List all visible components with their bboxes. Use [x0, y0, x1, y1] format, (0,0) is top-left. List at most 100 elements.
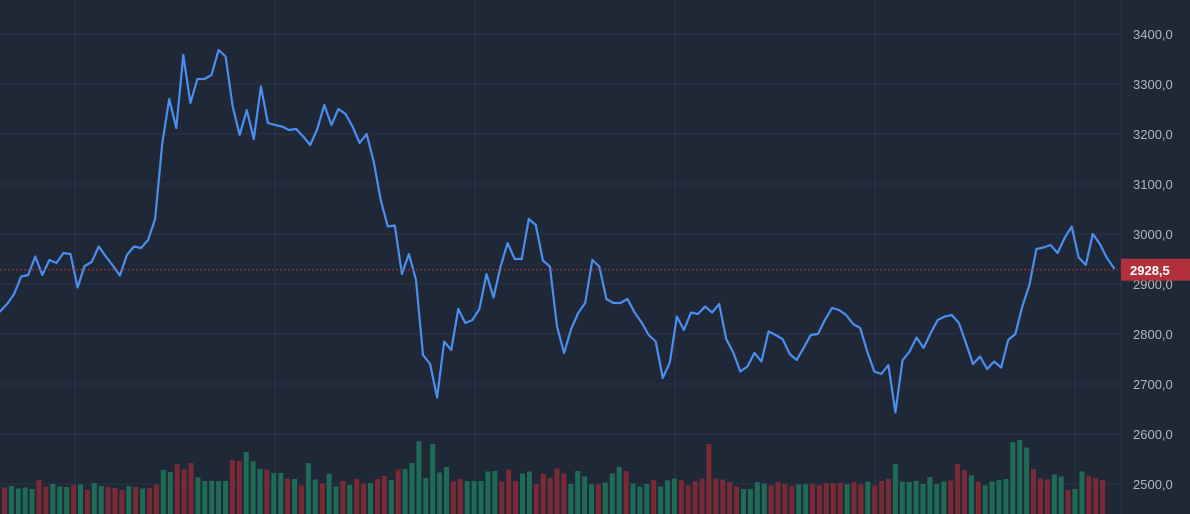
volume-bar — [810, 484, 815, 514]
volume-bar — [879, 481, 885, 514]
volume-bar — [471, 481, 477, 514]
volume-bar — [533, 484, 539, 514]
volume-bar — [64, 487, 70, 514]
volume-bar — [506, 469, 512, 514]
volume-bar — [761, 483, 767, 514]
volume-bar — [1010, 442, 1016, 514]
volume-bar — [595, 484, 601, 514]
volume-bar — [526, 471, 532, 514]
volume-bar — [823, 483, 829, 514]
volume-bar — [754, 482, 760, 514]
volume-bar — [962, 470, 967, 514]
last-price-badge-background — [1121, 258, 1190, 281]
volume-bar — [1086, 476, 1092, 514]
volume-bar — [955, 464, 961, 514]
volume-bar — [865, 481, 871, 514]
volume-bar — [899, 481, 905, 514]
y-tick-label: 3000,0 — [1133, 227, 1173, 242]
volume-bar — [775, 482, 781, 514]
volume-bar — [996, 480, 1002, 514]
volume-bar — [195, 477, 201, 514]
volume-bar — [326, 474, 332, 514]
volume-bar — [1072, 489, 1078, 514]
volume-bar — [181, 469, 187, 514]
volume-bar — [644, 484, 650, 514]
volume-bar — [1051, 474, 1057, 514]
volume-bar — [920, 484, 926, 514]
volume-bar — [513, 481, 519, 514]
volume-bar — [312, 479, 318, 514]
price-line[interactable] — [0, 48, 1116, 414]
volume-bar — [630, 483, 636, 514]
volume-bar — [388, 480, 394, 514]
volume-bar — [982, 485, 988, 514]
y-tick-label: 2800,0 — [1133, 327, 1173, 342]
volume-bar — [913, 481, 919, 514]
volume-bar — [782, 484, 788, 514]
volume-bar — [105, 487, 111, 514]
volume-bar — [692, 481, 698, 514]
volume-bar — [209, 481, 215, 514]
volume-bar — [837, 483, 843, 514]
volume-bar — [278, 473, 284, 514]
volume-bar — [381, 476, 387, 514]
volume-bar — [803, 484, 809, 514]
volume-bar — [671, 478, 677, 514]
volume-bar — [160, 470, 166, 514]
volume-bar — [665, 480, 670, 514]
volume-bar — [368, 483, 373, 514]
volume-bar — [444, 467, 449, 514]
volume-bar — [250, 461, 256, 514]
volume-bar — [485, 471, 491, 514]
volume-bar — [658, 486, 664, 514]
volume-bar — [409, 463, 415, 514]
volume-bar — [57, 486, 63, 514]
volume-bar — [968, 475, 974, 514]
volume-bar — [29, 489, 35, 514]
volume-bar — [547, 478, 553, 514]
volume-bar — [906, 482, 912, 514]
volume-bar — [340, 481, 346, 514]
volume-bar — [36, 480, 42, 514]
volume-bar — [602, 482, 608, 514]
volume-bar — [623, 471, 629, 514]
volume-bar — [416, 441, 422, 514]
volume-bar — [98, 486, 104, 514]
volume-bar — [243, 452, 249, 514]
volume-bar — [492, 471, 498, 514]
volume-bar — [91, 483, 97, 514]
y-tick-label: 2600,0 — [1133, 427, 1173, 442]
volume-bar — [706, 444, 712, 514]
volume-bar — [948, 480, 954, 514]
volume-bar — [747, 489, 753, 514]
volume-bar — [292, 479, 298, 514]
volume-bar — [886, 479, 891, 514]
volume-bar — [934, 484, 940, 514]
volume-bar — [112, 488, 118, 514]
volume-bar — [589, 484, 594, 514]
volume-bar — [333, 486, 339, 514]
volume-bar — [84, 490, 90, 514]
volume-bar — [561, 473, 567, 514]
y-tick-label: 2500,0 — [1133, 477, 1173, 492]
volume-bar — [22, 487, 28, 514]
volume-bar — [140, 488, 146, 514]
volume-bar — [361, 484, 367, 514]
volume-bar — [609, 473, 615, 514]
volume-bar — [126, 486, 132, 514]
volume-bar — [147, 488, 152, 514]
volume-bar — [167, 472, 173, 514]
volume-bar — [616, 467, 622, 514]
volume-bar — [236, 461, 242, 514]
volume-bar — [457, 479, 463, 514]
y-tick-label: 3400,0 — [1133, 27, 1173, 42]
volume-bar — [520, 473, 525, 514]
volume-bar — [8, 486, 14, 514]
volume-bar — [174, 464, 180, 514]
volume-bar — [720, 479, 726, 514]
volume-bar — [796, 484, 802, 514]
volume-bar — [989, 481, 995, 514]
volume-bar — [71, 485, 77, 514]
volume-bar — [499, 481, 505, 514]
